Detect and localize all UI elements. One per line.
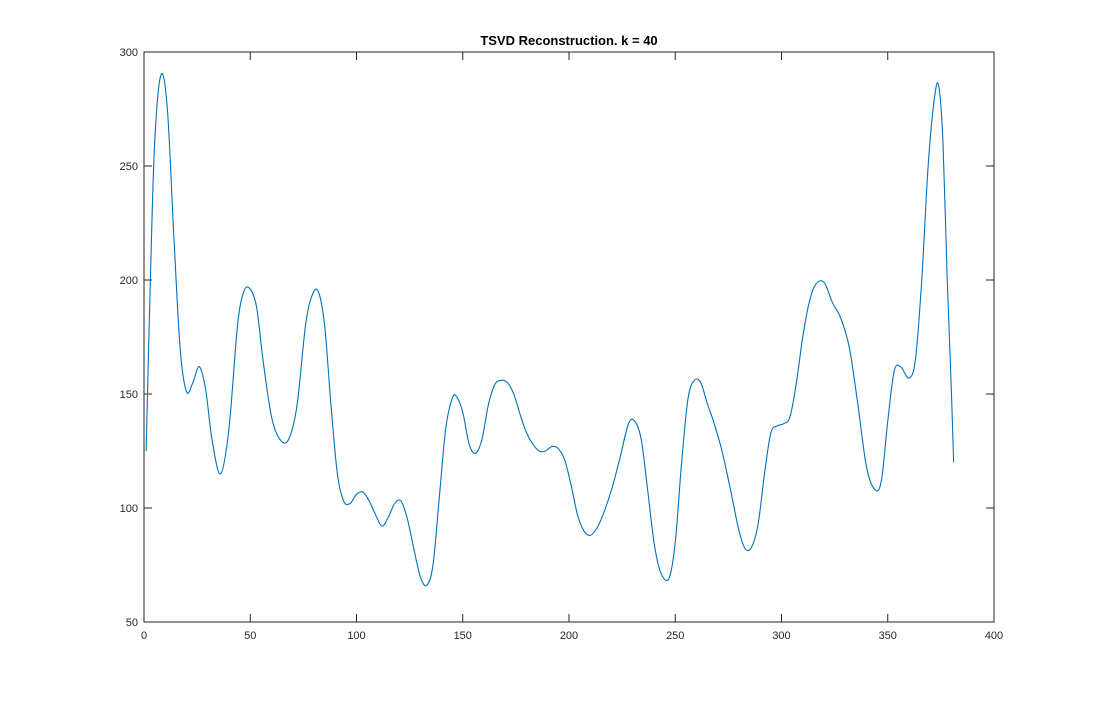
x-tick-label: 400 bbox=[985, 630, 1003, 642]
series-line bbox=[145, 72, 955, 587]
y-tick-label: 250 bbox=[120, 161, 138, 173]
axes-box bbox=[143, 51, 995, 623]
y-tick-label: 300 bbox=[120, 47, 138, 59]
x-tick-label: 350 bbox=[879, 630, 897, 642]
x-tick-label: 100 bbox=[347, 630, 365, 642]
chart-title: TSVD Reconstruction. k = 40 bbox=[480, 33, 657, 48]
tick-labels-layer: 0 50 100 150 200 250 300 350 4005010015020025030… bbox=[120, 47, 1004, 642]
x-tick-label: 50 bbox=[244, 630, 256, 642]
y-tick-label: 100 bbox=[120, 503, 138, 515]
series-layer bbox=[145, 72, 955, 587]
y-tick-label: 150 bbox=[120, 389, 138, 401]
x-tick-label: 150 bbox=[454, 630, 472, 642]
x-tick-label: 250 bbox=[666, 630, 684, 642]
x-tick-label: 300 bbox=[772, 630, 790, 642]
y-tick-label: 200 bbox=[120, 275, 138, 287]
x-tick-label: 200 bbox=[560, 630, 578, 642]
y-tick-label: 50 bbox=[126, 617, 138, 629]
x-tick-label: 0 bbox=[141, 630, 147, 642]
plot-background bbox=[144, 52, 994, 622]
